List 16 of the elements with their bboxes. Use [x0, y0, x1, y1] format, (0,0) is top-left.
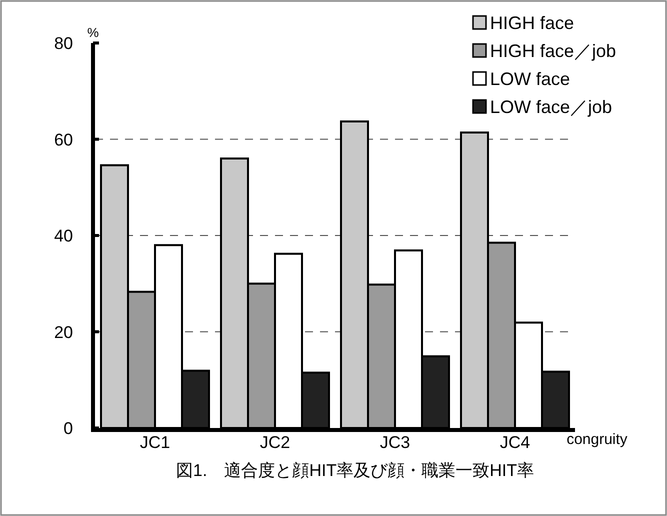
legend-label: HIGH face／job	[490, 41, 616, 61]
legend-label: HIGH face	[490, 13, 574, 33]
x-axis-title: congruity	[566, 431, 628, 448]
text: 図1. 適合度と顔HIT率及び顔・職業一致HIT率	[176, 461, 534, 480]
x-tick-label: JC1	[140, 433, 170, 452]
y-tick-label: 80	[54, 34, 73, 53]
legend-label: LOW face／job	[490, 97, 612, 117]
x-tick-label: JC2	[260, 433, 290, 452]
legend-label: LOW face	[490, 69, 570, 89]
y-tick-label: 0	[64, 419, 73, 438]
x-tick-label: JC4	[500, 433, 530, 452]
y-tick-label: 40	[54, 226, 73, 246]
x-tick-label: JC3	[380, 433, 410, 452]
y-tick-label: 20	[54, 322, 73, 342]
y-tick-label: 60	[54, 130, 73, 150]
y-axis-title: %	[87, 25, 100, 40]
